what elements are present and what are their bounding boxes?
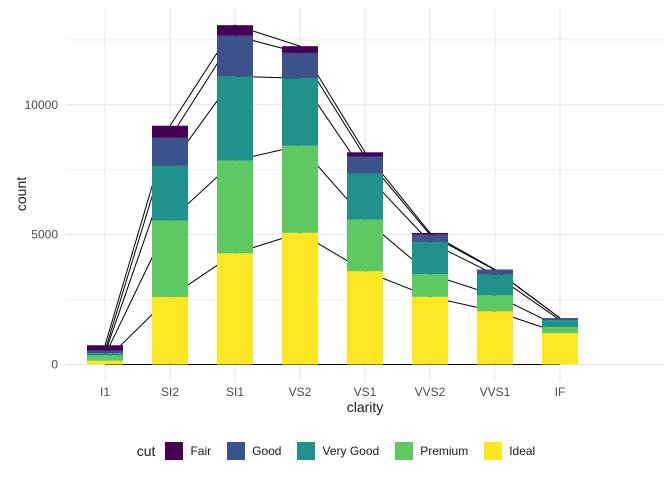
bar-segment: [282, 232, 318, 365]
bar-segment: [152, 297, 188, 365]
bar-segment: [152, 165, 188, 221]
bar-segment: [542, 318, 578, 321]
y-tick-label: 0: [51, 358, 58, 372]
legend-item-premium: Premium: [395, 442, 468, 460]
bar-segment: [152, 125, 188, 138]
bar-segment: [347, 271, 383, 365]
bar-segment: [217, 253, 253, 365]
bar-segment: [542, 320, 578, 328]
x-tick-label: IF: [555, 385, 566, 399]
bar-segment: [477, 270, 513, 275]
bar-segment: [282, 46, 318, 53]
legend-item-very-good: Very Good: [297, 442, 379, 460]
legend-item-good: Good: [227, 442, 281, 460]
x-tick-label: VS2: [289, 385, 312, 399]
y-tick-labels: 0 5000 10000: [25, 98, 59, 372]
bar-segment: [87, 345, 123, 351]
x-tick-label: I1: [100, 385, 110, 399]
x-tick-label: VVS1: [480, 385, 511, 399]
legend-label: Very Good: [322, 444, 380, 458]
bar-segment: [347, 219, 383, 272]
bar-segment: [347, 173, 383, 220]
bar-segment: [477, 295, 513, 312]
legend-swatch: [484, 442, 503, 460]
bar-segment: [152, 137, 188, 166]
bar-segment: [347, 156, 383, 174]
y-tick-label: 5000: [31, 228, 58, 242]
legend: cut Fair Good Very Good Premium Ideal: [0, 437, 672, 465]
legend-swatch: [165, 442, 184, 460]
y-tick-label: 10000: [25, 98, 59, 112]
bar-segment: [282, 78, 318, 146]
legend-swatch: [227, 442, 246, 460]
plot-panel: 0 5000 10000 I1 SI2 SI1 VS2 VS1 VVS2 VVS1 IF: [25, 8, 664, 399]
legend-title: cut: [136, 443, 156, 459]
bar-segment: [217, 76, 253, 161]
legend-item-ideal: Ideal: [484, 442, 535, 460]
bar-segment: [152, 220, 188, 298]
stack-boundary-line: [104, 24, 561, 346]
bar-segment: [217, 25, 253, 36]
legend-label: Good: [252, 444, 282, 458]
x-tick-label: VVS2: [415, 385, 446, 399]
x-tick-label: SI1: [226, 385, 244, 399]
bar-segment: [87, 355, 123, 361]
x-axis-title: clarity: [346, 399, 384, 415]
bar-segment: [412, 234, 448, 243]
bar-segment: [347, 152, 383, 157]
legend-label: Fair: [190, 444, 212, 458]
x-tick-label: VS1: [354, 385, 377, 399]
bar-segment: [217, 35, 253, 77]
bar-segment: [87, 353, 123, 356]
bars: [87, 25, 578, 365]
bar-segment: [412, 242, 448, 275]
y-axis-title: count: [13, 176, 29, 212]
legend-label: Ideal: [509, 444, 536, 458]
bar-segment: [217, 160, 253, 254]
legend-item-fair: Fair: [165, 442, 211, 460]
legend-items: Fair Good Very Good Premium Ideal: [165, 442, 535, 460]
bar-segment: [542, 327, 578, 334]
bar-segment: [477, 311, 513, 365]
bar-segment: [282, 145, 318, 233]
legend-swatch: [297, 442, 316, 460]
bar-segment: [542, 333, 578, 365]
x-tick-labels: I1 SI2 SI1 VS2 VS1 VVS2 VVS1 IF: [100, 385, 565, 399]
bar-segment: [87, 360, 123, 365]
x-tick-label: SI2: [161, 385, 179, 399]
bar-segment: [87, 350, 123, 354]
stack-boundary-line: [104, 35, 561, 351]
legend-swatch: [395, 442, 414, 460]
bar-segment: [412, 274, 448, 297]
legend-label: Premium: [420, 444, 469, 458]
bar-segment: [477, 274, 513, 296]
bar-segment: [412, 232, 448, 235]
bar-segment: [412, 296, 448, 365]
bar-segment: [282, 52, 318, 79]
